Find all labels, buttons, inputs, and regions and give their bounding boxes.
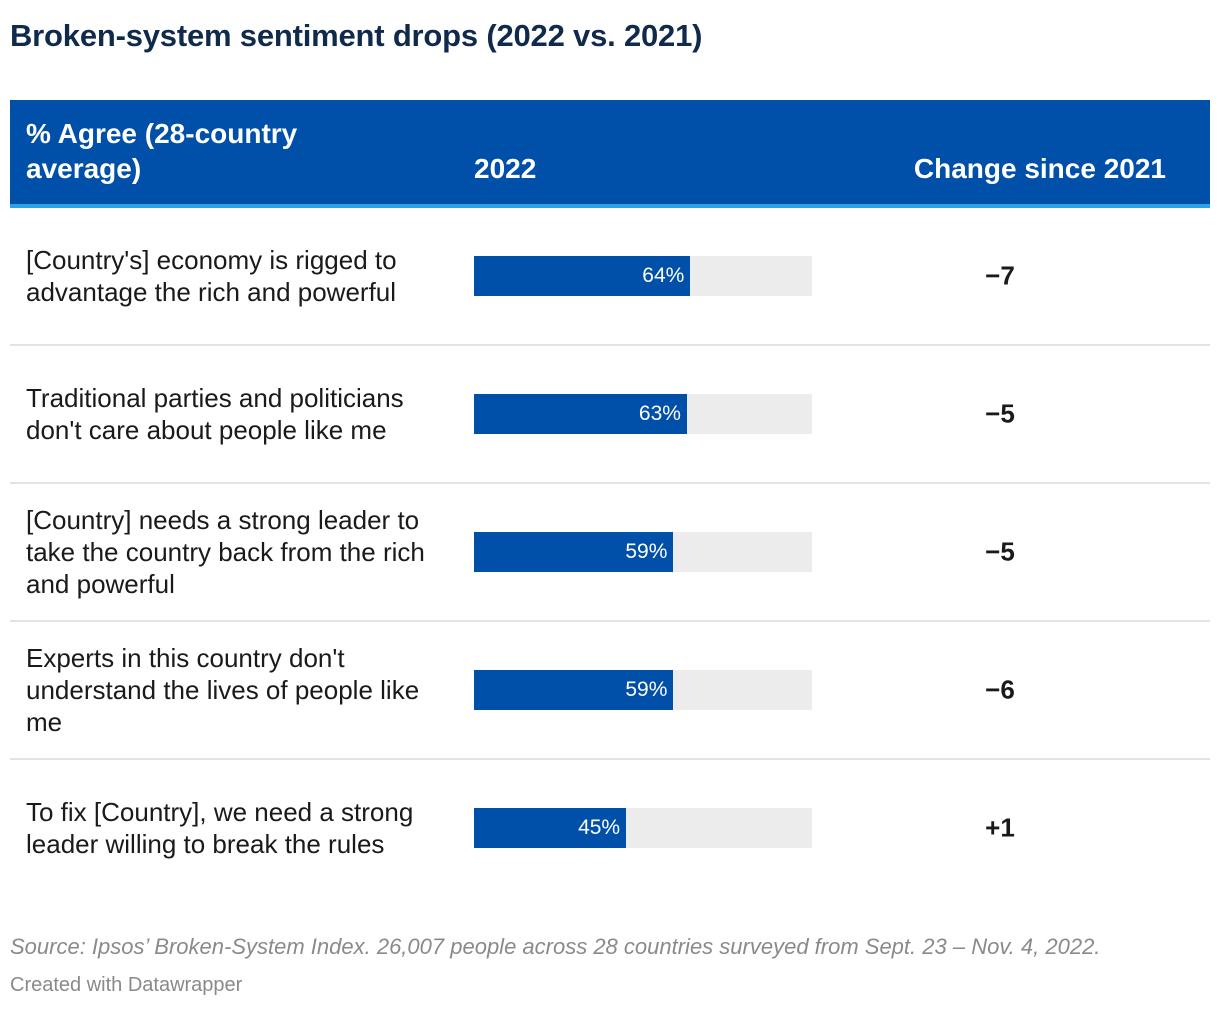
table-header: % Agree (28-country average) 2022 Change… — [10, 100, 1210, 208]
table-body: [Country's] economy is rigged to advanta… — [10, 208, 1210, 896]
data-table: % Agree (28-country average) 2022 Change… — [10, 100, 1210, 896]
change-value: −7 — [985, 260, 1015, 291]
table-row: To fix [Country], we need a strong leade… — [10, 760, 1210, 896]
bar-track: 59% — [474, 532, 812, 572]
bar: 59% — [474, 532, 674, 572]
row-label: Traditional parties and politicians don'… — [26, 383, 404, 445]
change-value: −5 — [985, 536, 1015, 567]
change-value: +1 — [985, 812, 1015, 843]
chart-title: Broken-system sentiment drops (2022 vs. … — [10, 18, 703, 53]
bar-value-label: 59% — [625, 540, 668, 563]
table-row: Traditional parties and politicians don'… — [10, 346, 1210, 484]
row-label: [Country] needs a strong leader to take … — [26, 505, 425, 599]
bar: 59% — [474, 670, 674, 710]
bar-value-label: 45% — [578, 816, 621, 839]
bar-track: 64% — [474, 256, 812, 296]
column-header-label: % Agree (28-country average) — [26, 118, 298, 184]
bar: 63% — [474, 394, 687, 434]
bar-track: 63% — [474, 394, 812, 434]
bar-value-label: 59% — [625, 678, 668, 701]
datawrapper-credit[interactable]: Created with Datawrapper — [10, 974, 243, 996]
table-row: Experts in this country don't understand… — [10, 622, 1210, 760]
bar-value-label: 63% — [638, 402, 681, 425]
column-header-change: Change since 2021 — [913, 153, 1166, 184]
bar: 45% — [474, 808, 627, 848]
bar-value-label: 64% — [642, 264, 685, 287]
change-value: −6 — [985, 674, 1015, 705]
bar: 64% — [474, 256, 691, 296]
bar-track: 45% — [474, 808, 812, 848]
bar-track: 59% — [474, 670, 812, 710]
row-label: To fix [Country], we need a strong leade… — [26, 797, 414, 859]
row-label: Experts in this country don't understand… — [26, 643, 420, 737]
change-value: −5 — [985, 398, 1015, 429]
row-label: [Country's] economy is rigged to advanta… — [26, 245, 397, 307]
source-note: Source: Ipsos’ Broken-System Index. 26,0… — [10, 934, 1101, 959]
column-header-year: 2022 — [474, 153, 537, 184]
table-row: [Country's] economy is rigged to advanta… — [10, 208, 1210, 346]
table-row: [Country] needs a strong leader to take … — [10, 484, 1210, 622]
